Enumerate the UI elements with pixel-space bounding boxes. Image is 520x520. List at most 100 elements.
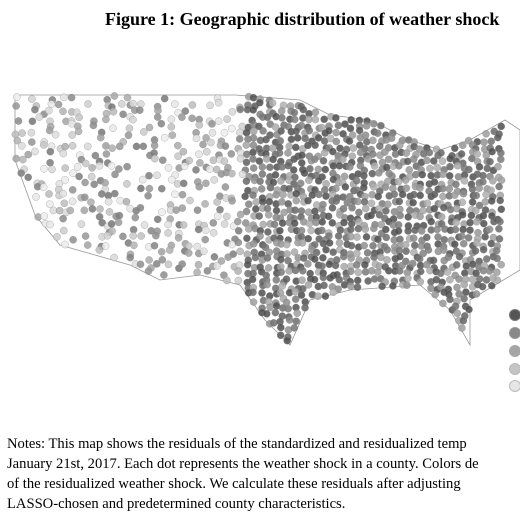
county-dot [310,155,319,164]
county-dot [132,142,141,151]
legend-swatch [509,309,520,321]
county-dot [445,185,454,193]
county-dot [430,190,439,199]
county-dot [186,196,194,205]
county-dot [433,225,441,234]
county-dot [210,253,219,261]
county-dot [167,123,176,131]
county-dot [46,147,55,156]
county-dot [395,197,404,206]
county-dot [459,316,468,325]
county-dot [157,119,166,128]
county-dot [248,275,257,284]
county-dot [228,108,237,116]
county-dot [81,232,90,240]
county-dot [59,149,68,158]
county-dot [284,304,292,313]
county-dot [242,219,250,227]
county-dot [28,138,36,146]
county-dot [164,229,172,237]
county-dot [472,269,480,278]
county-dot [136,260,145,269]
county-dot [282,240,291,249]
county-dot [249,106,257,114]
county-dot [319,157,328,165]
county-dot [278,198,286,206]
county-dot [46,200,54,208]
county-dot [242,141,251,149]
county-dot [445,172,454,180]
county-dot [263,155,271,163]
county-dot [206,101,214,110]
county-dot [297,121,306,130]
county-dot [396,211,404,220]
county-dot [459,225,467,234]
county-dot [68,131,76,139]
county-dot [382,207,390,215]
county-dot [124,131,133,140]
county-dot [67,93,76,102]
county-dot [83,241,92,249]
county-dot [382,233,391,242]
county-dot [249,148,257,157]
county-dot [249,288,257,297]
county-dot [167,115,176,123]
county-dot [277,107,286,115]
county-dot [165,246,174,254]
county-dot [318,205,326,213]
county-dot [451,225,460,234]
county-dot [403,281,411,289]
county-dot [301,134,309,143]
county-dot [347,225,355,234]
county-dot [223,115,231,123]
legend [509,309,520,392]
county-dot [363,138,371,146]
county-dot [381,183,390,191]
county-dot [468,154,476,163]
county-dot [258,163,267,171]
county-dot [291,266,300,275]
county-dot [360,171,368,180]
county-dot [377,121,385,130]
county-dot [202,179,210,188]
county-dot [242,158,251,167]
county-dot [81,159,90,168]
county-dot [374,192,382,201]
county-dot [152,231,160,240]
county-dot [305,126,314,135]
county-dot [298,151,306,159]
county-dot [377,220,386,229]
county-dot [220,157,229,165]
county-dot [329,288,338,296]
county-dot [140,128,148,136]
county-dot [430,178,439,186]
county-dot [356,148,365,157]
county-dot [299,267,307,275]
county-dot [276,137,285,145]
county-dot [494,133,502,142]
county-dot [304,260,312,268]
county-dot [249,134,258,142]
county-dot [360,198,369,206]
county-dot [271,171,280,179]
county-dot [422,260,431,269]
county-dot [115,211,124,220]
county-dot [87,198,95,206]
county-dot [221,142,230,150]
county-dot [278,163,286,171]
county-dot [451,144,459,153]
county-dot [101,242,110,250]
county-dot [436,269,445,278]
county-dot [318,123,326,132]
county-dot [24,173,32,182]
county-dot [401,176,410,184]
county-dot [457,150,466,158]
county-dot [265,197,274,206]
county-dot [427,284,435,292]
county-dot [179,221,188,229]
county-dot [18,142,26,150]
county-dot [171,100,179,108]
county-dot [468,198,477,206]
county-dot [439,170,447,179]
county-dot [158,256,167,264]
